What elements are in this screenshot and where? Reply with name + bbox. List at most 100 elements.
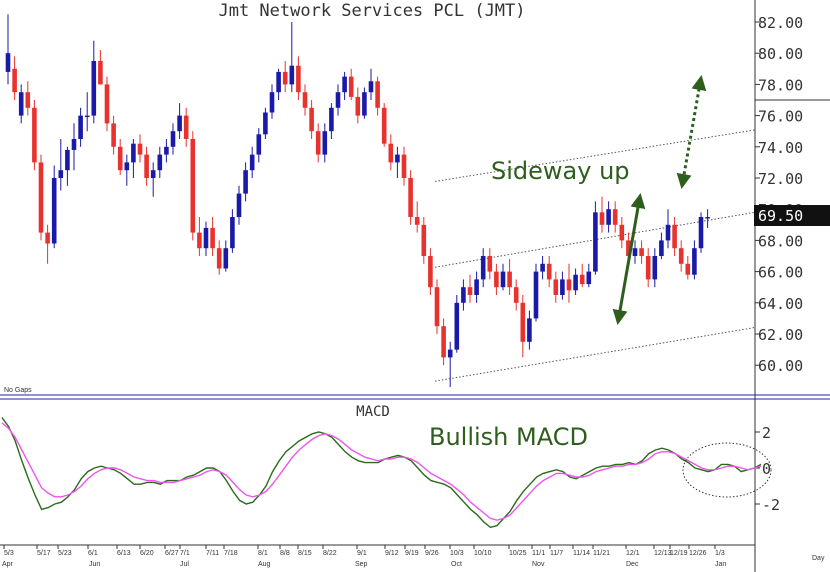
candle-body: [289, 65, 295, 85]
target-arrow: [676, 75, 707, 189]
date-tick-label: 8/1: [258, 550, 268, 557]
candle-body: [606, 209, 611, 225]
candle-body: [368, 81, 374, 93]
range-arrow: [612, 193, 646, 325]
price-tick-label: 66.00: [758, 264, 803, 282]
candle-body: [164, 146, 169, 155]
candle-body: [447, 349, 453, 358]
candlesticks: [5, 14, 710, 388]
candle-body: [388, 143, 394, 163]
candle-body: [309, 107, 314, 132]
candle-body: [639, 248, 644, 256]
date-tick-label: 11/21: [593, 550, 610, 557]
chart-title: Jmt Network Services PCL (JMT): [218, 1, 525, 21]
candle-body: [335, 92, 341, 108]
date-tick-label: 8/15: [298, 550, 312, 557]
candle-body: [467, 287, 473, 295]
candle-body: [408, 178, 413, 217]
date-tick-label: 1/3: [715, 550, 725, 557]
candle-body: [421, 224, 427, 256]
macd-tick-label: -2: [762, 496, 780, 514]
candle-body: [527, 318, 532, 342]
date-tick-label: 12/19: [670, 550, 688, 557]
candle-body: [84, 115, 90, 118]
candle-body: [500, 271, 506, 288]
candle-body: [520, 302, 526, 342]
price-tick-label: 82.00: [758, 14, 803, 32]
candle-body: [553, 279, 559, 295]
candle-body: [197, 232, 202, 249]
candle-body: [249, 154, 255, 171]
candle-body: [329, 107, 334, 132]
candle-body: [144, 154, 149, 178]
month-label: Apr: [2, 561, 14, 568]
date-tick-label: 7/11: [206, 550, 219, 557]
month-label: Oct: [451, 561, 462, 568]
month-label: Sep: [355, 561, 368, 568]
date-tick-label: 10/10: [474, 550, 492, 557]
date-tick-label: 11/14: [573, 550, 590, 557]
candle-body: [104, 84, 110, 124]
candle-body: [487, 256, 493, 272]
date-tick-label: 5/23: [58, 550, 72, 557]
price-tick-label: 74.00: [758, 139, 803, 157]
date-tick-label: 8/22: [323, 550, 337, 557]
candle-body: [111, 123, 116, 147]
candle-body: [546, 263, 552, 280]
candle-body: [434, 287, 440, 327]
price-tick-label: 72.00: [758, 170, 803, 188]
candle-body: [461, 287, 466, 303]
macd-axis-ticks: 2 0 -2: [755, 424, 780, 514]
candle-body: [685, 263, 691, 275]
candle-body: [91, 61, 97, 116]
candle-body: [315, 131, 321, 155]
macd-lines: [1, 417, 762, 529]
candle-body: [401, 154, 407, 178]
month-label: Jul: [180, 561, 189, 568]
date-tick-label: 12/26: [689, 550, 707, 557]
candle-body: [5, 53, 11, 72]
date-tick-label: 7/18: [224, 550, 238, 557]
candle-body: [236, 193, 242, 217]
date-tick-label: 8/8: [280, 550, 290, 557]
candle-body: [243, 170, 248, 194]
candle-body: [137, 143, 143, 155]
date-tick-label: 12/1: [626, 550, 640, 557]
candle-body: [25, 92, 31, 108]
candle-body: [322, 131, 328, 155]
candle-body: [78, 115, 83, 139]
candle-body: [480, 256, 486, 280]
date-tick-label: 9/26: [425, 550, 439, 557]
candle-body: [355, 96, 361, 116]
candle-body: [566, 279, 572, 291]
month-label: Dec: [626, 561, 639, 568]
annotation-arrows: [612, 75, 707, 325]
candle-body: [593, 212, 598, 272]
candle-body: [513, 287, 519, 303]
candle-body: [348, 76, 354, 97]
candle-body: [494, 271, 499, 288]
date-tick-label: 9/12: [385, 550, 399, 557]
date-tick-label: 9/19: [405, 550, 419, 557]
candle-body: [150, 170, 156, 178]
price-tick-label: 64.00: [758, 295, 803, 313]
candle-body: [203, 227, 209, 249]
candle-body: [375, 81, 380, 108]
macd-highlight-ellipse: [682, 442, 772, 498]
macd-title: MACD: [356, 404, 390, 420]
price-tick-label: 76.00: [758, 108, 803, 126]
candle-body: [117, 146, 123, 171]
sideway-up-annotation: Sideway up: [491, 157, 630, 185]
date-tick-label: 10/25: [509, 550, 527, 557]
candle-body: [474, 279, 479, 295]
macd-tick-label: 2: [762, 424, 771, 442]
date-tick-label: 6/1: [88, 550, 98, 557]
price-tick-label: 68.00: [758, 232, 803, 250]
candle-body: [672, 224, 677, 249]
candle-body: [579, 274, 585, 285]
price-tick-label: 60.00: [758, 357, 803, 375]
candle-body: [230, 217, 235, 249]
date-tick-label: 12/13: [654, 550, 672, 557]
candle-body: [38, 162, 44, 233]
